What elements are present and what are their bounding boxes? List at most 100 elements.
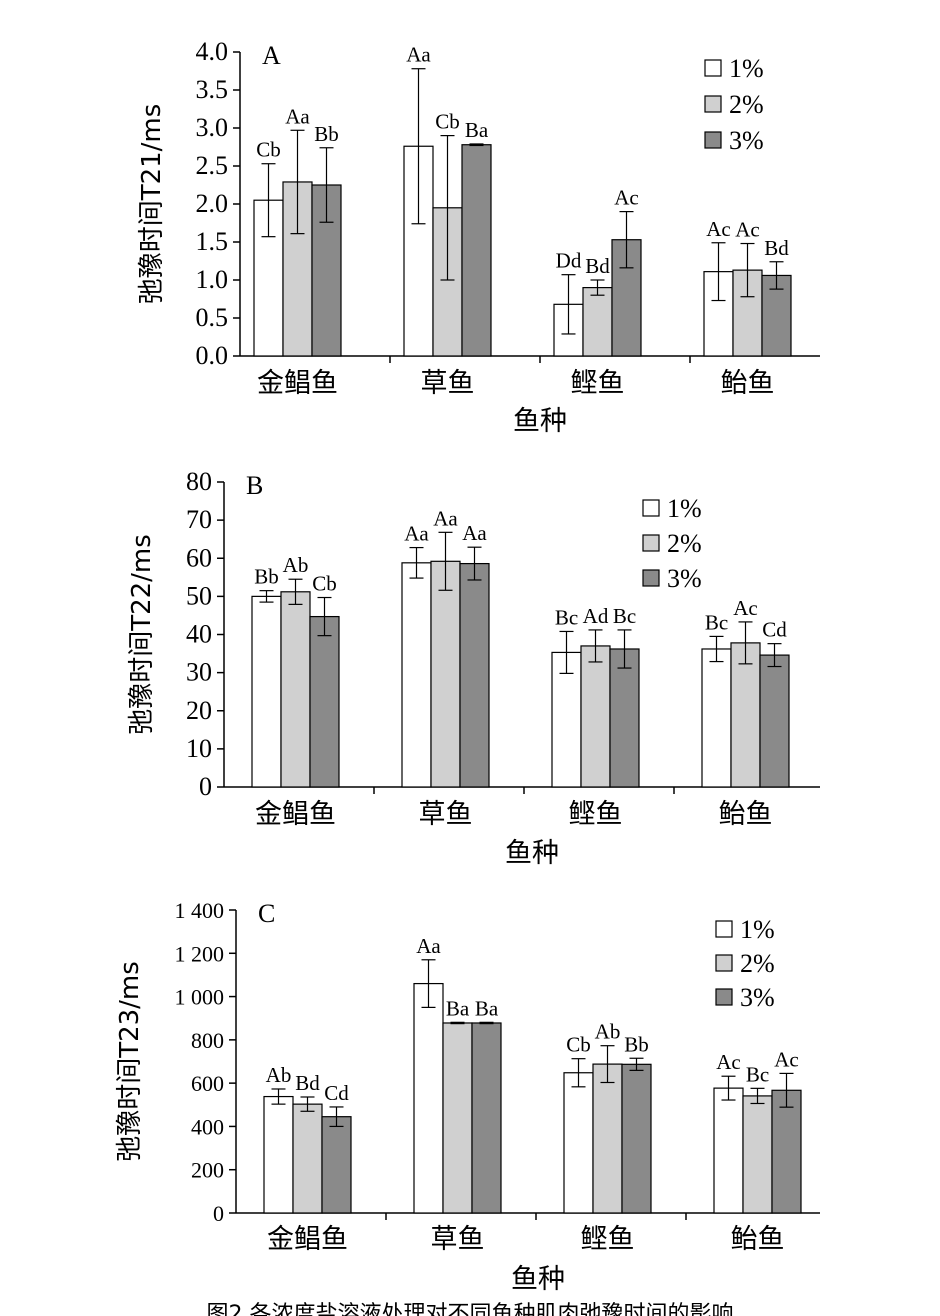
data-label: Ac [735, 218, 760, 242]
y-tick-label: 1 200 [175, 941, 225, 966]
data-label: Ba [475, 996, 499, 1020]
legend-label: 2% [740, 949, 775, 978]
bar [321, 1116, 352, 1214]
category-label: 鲐鱼 [721, 368, 775, 399]
data-label: Ab [266, 1063, 292, 1087]
category-label: 金鲳鱼 [257, 368, 338, 399]
y-tick-label: 600 [191, 1071, 224, 1096]
legend-label: 3% [740, 983, 775, 1012]
category-label: 鲣鱼 [581, 1224, 635, 1255]
bar [563, 1072, 594, 1214]
data-label: Cb [312, 572, 337, 596]
data-label: Ab [283, 553, 309, 577]
legend-swatch [715, 988, 733, 1006]
legend-swatch [715, 954, 733, 972]
legend-swatch [642, 534, 660, 552]
y-tick-label: 3.5 [196, 75, 229, 104]
y-axis-title: 弛豫时间T23/ms [115, 961, 145, 1162]
bar [592, 1063, 623, 1214]
data-label: Aa [404, 522, 429, 546]
y-tick-label: 0.0 [196, 341, 229, 370]
data-label: Aa [433, 506, 458, 530]
panel-label: B [246, 471, 263, 500]
bar [551, 651, 582, 788]
y-axis-title: 弛豫时间T22/ms [127, 534, 157, 735]
legend-swatch [704, 59, 722, 77]
y-tick-label: 3.0 [196, 113, 229, 142]
category-label: 草鱼 [419, 799, 473, 830]
bar [621, 1063, 652, 1214]
data-label: Ac [614, 186, 639, 210]
y-tick-label: 800 [191, 1028, 224, 1053]
y-tick-label: 1 400 [175, 898, 225, 923]
data-label: Bc [705, 610, 728, 634]
data-label: Bc [555, 605, 578, 629]
bar [459, 562, 490, 788]
y-tick-label: 1 000 [175, 985, 225, 1010]
y-tick-label: 20 [186, 696, 212, 725]
panel-label: A [262, 41, 281, 70]
legend-label: 1% [729, 54, 764, 83]
bar [401, 562, 432, 788]
data-label: Cb [256, 138, 281, 162]
bar [701, 648, 732, 788]
data-label: Ac [706, 217, 731, 241]
y-tick-label: 0 [213, 1201, 224, 1226]
y-tick-label: 400 [191, 1114, 224, 1139]
data-label: Bb [624, 1032, 649, 1056]
bar [292, 1103, 323, 1214]
chart-panel: 0.00.51.01.52.02.53.03.54.0 ACbAaBb金鲳鱼AaC… [137, 37, 820, 437]
legend-swatch [704, 95, 722, 113]
bar [759, 654, 790, 788]
bar [713, 1087, 744, 1214]
bar [609, 648, 640, 788]
legend-label: 2% [667, 529, 702, 558]
y-tick-label: 0 [199, 772, 212, 801]
bar [413, 982, 444, 1214]
bar [582, 287, 613, 357]
data-label: Bc [746, 1062, 769, 1086]
data-label: Ad [583, 604, 609, 628]
y-tick-label: 1.5 [196, 227, 229, 256]
data-label: Cb [566, 1033, 591, 1057]
bar [442, 1022, 473, 1214]
legend-swatch [704, 131, 722, 149]
panel-label: C [258, 899, 275, 928]
y-tick-label: 60 [186, 543, 212, 572]
y-tick-label: 2.0 [196, 189, 229, 218]
legend-label: 1% [740, 915, 775, 944]
category-label: 金鲳鱼 [255, 799, 336, 830]
data-label: Dd [556, 249, 582, 273]
x-axis-title: 鱼种 [505, 838, 559, 869]
data-label: Bb [314, 122, 339, 146]
y-tick-label: 50 [186, 581, 212, 610]
y-tick-label: 2.5 [196, 151, 229, 180]
data-label: Bd [295, 1071, 320, 1095]
data-label: Bb [254, 565, 279, 589]
bar [430, 560, 461, 788]
legend-swatch [715, 920, 733, 938]
bar [471, 1022, 502, 1214]
data-label: Cd [324, 1081, 349, 1105]
data-label: Aa [285, 104, 310, 128]
data-label: Aa [406, 43, 431, 67]
data-label: Bc [613, 604, 636, 628]
data-label: Cd [762, 618, 787, 642]
y-tick-label: 4.0 [196, 37, 229, 66]
data-label: Ac [733, 596, 758, 620]
bar [461, 144, 492, 357]
x-axis-title: 鱼种 [511, 1264, 565, 1295]
legend-label: 3% [667, 564, 702, 593]
y-tick-label: 70 [186, 505, 212, 534]
bar [771, 1089, 802, 1214]
data-label: Ba [465, 118, 489, 142]
legend-label: 3% [729, 126, 764, 155]
figure-caption: 图2 各浓度盐溶液处理对不同鱼种肌肉弛豫时间的影响 [206, 1302, 734, 1316]
legend-label: 1% [667, 494, 702, 523]
bar [251, 595, 282, 788]
y-axis-title: 弛豫时间T21/ms [137, 104, 167, 305]
data-label: Bd [585, 254, 610, 278]
category-label: 草鱼 [421, 368, 475, 399]
